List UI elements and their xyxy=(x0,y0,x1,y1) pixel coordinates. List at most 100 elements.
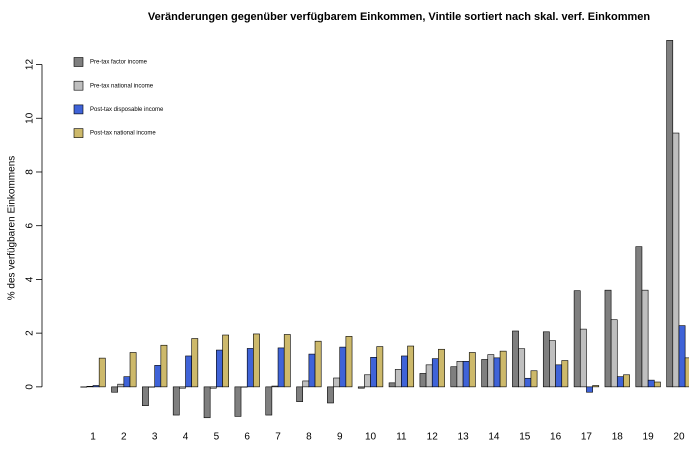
bar xyxy=(154,365,162,388)
x-tick-label: 16 xyxy=(550,432,562,443)
bar xyxy=(92,385,100,388)
bar xyxy=(419,373,427,388)
bar xyxy=(277,347,285,388)
bar xyxy=(179,386,186,389)
bar xyxy=(592,385,600,388)
bar xyxy=(518,348,526,388)
bar xyxy=(555,364,563,388)
bar xyxy=(388,382,396,388)
bar xyxy=(623,374,630,388)
bar xyxy=(222,334,229,388)
legend-label: Post-tax disposable income xyxy=(90,107,164,113)
bar xyxy=(394,369,402,388)
x-tick-label: 18 xyxy=(612,432,624,443)
bar xyxy=(586,386,593,393)
bar xyxy=(561,360,569,388)
bar xyxy=(407,345,415,388)
legend-label: Post-tax national income xyxy=(90,131,156,137)
bar xyxy=(579,328,587,388)
bar xyxy=(666,40,674,388)
y-tick-label: 10 xyxy=(25,112,36,124)
bar xyxy=(314,340,322,388)
x-tick-label: 17 xyxy=(581,432,593,443)
x-tick-label: 19 xyxy=(643,432,655,443)
bar xyxy=(364,374,371,388)
bar xyxy=(512,330,519,388)
bar xyxy=(327,386,334,404)
bar xyxy=(370,357,378,388)
bar xyxy=(462,361,470,388)
x-tick-label: 1 xyxy=(90,432,96,443)
bar xyxy=(376,346,384,388)
bar xyxy=(271,385,279,388)
bar xyxy=(672,132,680,388)
y-tick-label: 4 xyxy=(25,276,36,282)
bar xyxy=(647,379,655,388)
legend-swatch xyxy=(73,57,84,67)
y-tick-label: 8 xyxy=(25,169,36,175)
bar xyxy=(98,357,106,388)
bar xyxy=(160,344,168,388)
y-axis-label: % des verfügbaren Einkommens xyxy=(7,156,18,301)
y-tick-label: 2 xyxy=(25,330,36,336)
bar xyxy=(401,355,408,388)
bar xyxy=(678,325,686,388)
bar xyxy=(357,386,365,389)
x-tick-label: 4 xyxy=(183,432,189,443)
bar xyxy=(246,348,254,388)
bar xyxy=(431,358,439,388)
chart-title: Veränderungen gegenüber verfügbarem Eink… xyxy=(148,11,651,23)
bar xyxy=(604,289,612,388)
bar xyxy=(487,354,495,388)
bar xyxy=(684,357,689,388)
x-tick-label: 6 xyxy=(244,432,250,443)
bar xyxy=(209,386,217,389)
bar xyxy=(635,246,643,388)
bar xyxy=(438,348,445,388)
bar xyxy=(333,377,341,388)
x-tick-label: 2 xyxy=(121,432,127,443)
x-tick-label: 20 xyxy=(673,432,685,443)
bar xyxy=(191,338,199,388)
bar xyxy=(499,350,507,388)
bar xyxy=(129,352,137,388)
x-tick-label: 3 xyxy=(152,432,158,443)
legend-swatch xyxy=(73,104,84,115)
x-tick-label: 15 xyxy=(519,432,531,443)
bar xyxy=(296,386,304,402)
bar xyxy=(234,386,242,417)
x-tick-label: 12 xyxy=(427,432,439,443)
bar xyxy=(345,336,353,388)
bar xyxy=(653,381,661,388)
bar xyxy=(542,331,550,388)
bar xyxy=(142,386,149,406)
bar xyxy=(481,359,489,388)
bar xyxy=(203,386,211,419)
bar xyxy=(339,346,347,388)
bar xyxy=(185,355,192,388)
bar xyxy=(265,386,273,416)
y-tick-label: 12 xyxy=(25,59,36,71)
bar xyxy=(493,357,501,388)
bar xyxy=(302,380,310,388)
bar xyxy=(524,377,532,388)
legend-label: Pre-tax factor income xyxy=(90,60,148,66)
x-tick-label: 10 xyxy=(365,432,377,443)
x-tick-label: 5 xyxy=(214,432,220,443)
y-tick-label: 0 xyxy=(25,384,36,390)
bar xyxy=(616,376,624,388)
bar xyxy=(573,290,581,388)
x-tick-label: 13 xyxy=(458,432,470,443)
bar xyxy=(641,289,649,388)
bar xyxy=(456,361,464,388)
bar xyxy=(253,333,260,388)
legend-swatch xyxy=(73,80,84,91)
bar xyxy=(450,366,458,388)
x-tick-label: 14 xyxy=(488,432,500,443)
bar xyxy=(216,349,223,388)
bar xyxy=(172,386,180,416)
bar xyxy=(123,376,131,388)
x-tick-label: 11 xyxy=(396,432,407,443)
bar xyxy=(549,340,556,388)
